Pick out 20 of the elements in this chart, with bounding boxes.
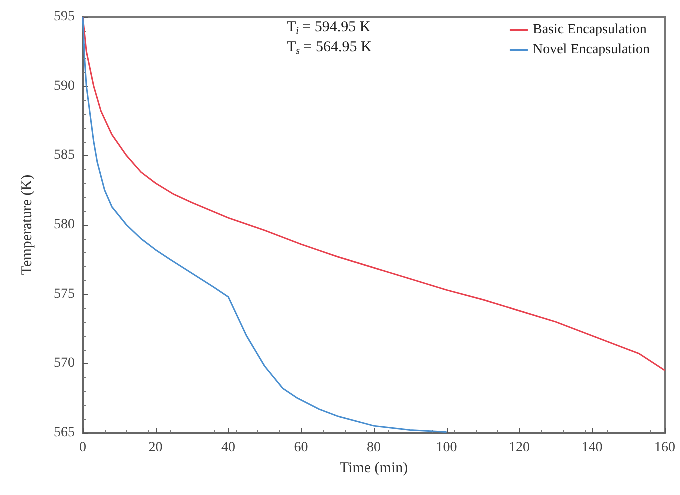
legend-label: Novel Encapsulation (532, 42, 650, 58)
y-tick-label: 575 (54, 286, 75, 302)
x-tick-label: 40 (222, 440, 236, 456)
y-tick-label: 590 (54, 78, 75, 94)
y-tick-label: 595 (54, 10, 75, 24)
x-tick-label: 100 (436, 440, 458, 456)
y-tick-label: 570 (54, 356, 75, 372)
x-tick-label: 160 (654, 440, 676, 456)
y-tick-label: 585 (54, 148, 75, 164)
x-axis-title: Time (min) (340, 460, 408, 476)
x-tick-label: 60 (294, 440, 308, 456)
y-tick-label: 565 (54, 426, 75, 440)
x-tick-label: 120 (509, 440, 530, 456)
y-axis-title: Temperature (K) (20, 174, 36, 276)
legend-label: Basic Encapsulation (532, 22, 647, 38)
x-tick-label: 0 (80, 440, 86, 456)
x-tick-label: 80 (367, 440, 381, 456)
x-tick-label: 20 (148, 440, 163, 456)
y-tick-label: 580 (54, 218, 75, 232)
x-tick-label: 140 (582, 440, 603, 456)
